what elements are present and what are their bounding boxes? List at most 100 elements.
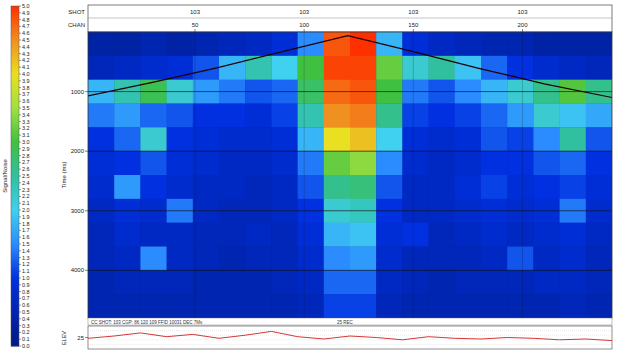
heat-cell	[271, 175, 298, 199]
colorbar-tick-label: 2.5	[22, 173, 30, 179]
heat-cell	[350, 104, 377, 128]
heat-cell	[193, 104, 220, 128]
heat-cell	[560, 294, 587, 318]
heat-cell	[586, 175, 612, 199]
heat-cell	[429, 247, 456, 271]
heat-cell	[560, 56, 587, 80]
heat-cell	[507, 270, 534, 294]
footer-label: 25 REC	[337, 320, 354, 325]
header-divider	[88, 18, 612, 19]
heat-cell	[324, 294, 351, 318]
colorbar-tick-label: 0.1	[22, 336, 30, 342]
heat-cell	[455, 223, 482, 247]
heat-cell	[140, 151, 167, 175]
heat-cell	[507, 175, 534, 199]
heat-cell	[429, 223, 456, 247]
colorbar-tick	[19, 291, 21, 292]
colorbar-tick	[19, 114, 21, 115]
heat-cell	[167, 294, 194, 318]
heat-cell	[402, 270, 429, 294]
colorbar-tick-label: 4.3	[22, 51, 30, 57]
heat-cell	[350, 56, 377, 80]
colorbar-tick	[19, 162, 21, 163]
heat-cell	[481, 104, 508, 128]
colorbar-tick	[19, 339, 21, 340]
colorbar-tick	[19, 108, 21, 109]
heat-cell	[167, 104, 194, 128]
colorbar-tick	[19, 312, 21, 313]
colorbar-tick	[19, 318, 21, 319]
heat-cell	[481, 151, 508, 175]
heat-cell	[193, 270, 220, 294]
heat-cell	[193, 294, 220, 318]
elev-frame	[88, 326, 612, 349]
colorbar-tick-label: 2.7	[22, 159, 30, 165]
heat-cell	[376, 247, 403, 271]
heat-cell	[140, 127, 167, 151]
heat-cell	[271, 127, 298, 151]
colorbar-tick	[19, 237, 21, 238]
colorbar-tick-label: 3.1	[22, 132, 30, 138]
heat-cell	[193, 127, 220, 151]
heat-cell	[245, 151, 272, 175]
colorbar-tick-label: 4.7	[22, 23, 30, 29]
colorbar-tick-label: 0.7	[22, 295, 30, 301]
heat-cell	[271, 247, 298, 271]
y-tick	[85, 151, 88, 152]
colorbar-tick-label: 0.0	[22, 343, 30, 349]
colorbar-tick	[19, 46, 21, 47]
heat-cell	[586, 127, 612, 151]
heat-cell	[114, 127, 141, 151]
heat-cell	[167, 151, 194, 175]
heat-cell	[429, 104, 456, 128]
heat-cell	[114, 56, 141, 80]
grid-line	[304, 32, 305, 318]
colorbar-tick	[19, 176, 21, 177]
colorbar-tick-label: 3.9	[22, 78, 30, 84]
heat-cell	[140, 270, 167, 294]
colorbar-tick	[19, 128, 21, 129]
heat-cell	[167, 175, 194, 199]
shot-label: 103	[190, 9, 201, 15]
heat-cell	[455, 127, 482, 151]
heat-cell	[167, 223, 194, 247]
heat-cell	[533, 270, 560, 294]
heat-cell	[533, 32, 560, 56]
heat-cell	[507, 247, 534, 271]
heat-cell	[324, 151, 351, 175]
heat-cell	[402, 223, 429, 247]
colorbar-tick	[19, 40, 21, 41]
colorbar-tick-label: 1.8	[22, 221, 30, 227]
heat-cell	[88, 56, 115, 80]
heat-cell	[429, 127, 456, 151]
heat-cell	[271, 56, 298, 80]
info-band	[88, 318, 612, 325]
heat-cell	[533, 56, 560, 80]
heat-cell	[219, 32, 246, 56]
colorbar-tick-label: 1.3	[22, 255, 30, 261]
heat-cell	[402, 151, 429, 175]
heat-cell	[350, 223, 377, 247]
heat-cell	[140, 294, 167, 318]
heat-cell	[298, 247, 325, 271]
colorbar-tick-label: 5.0	[22, 3, 30, 9]
heat-cell	[507, 104, 534, 128]
heat-cell	[402, 294, 429, 318]
colorbar-tick-label: 3.6	[22, 98, 30, 104]
heat-cell	[193, 247, 220, 271]
heat-cell	[376, 270, 403, 294]
heat-cell	[586, 56, 612, 80]
grid-line	[88, 210, 612, 211]
heat-cell	[219, 127, 246, 151]
heat-cell	[376, 56, 403, 80]
colorbar-tick-label: 3.3	[22, 119, 30, 125]
colorbar-tick	[19, 210, 21, 211]
colorbar-tick-label: 1.9	[22, 214, 30, 220]
colorbar-tick-label: 0.2	[22, 329, 30, 335]
colorbar-tick	[19, 346, 21, 347]
chart: 0.00.10.20.30.40.50.60.70.80.91.01.11.21…	[0, 0, 618, 351]
colorbar-tick-label: 1.2	[22, 261, 30, 267]
colorbar-tick	[19, 101, 21, 102]
x-tick	[304, 29, 305, 32]
colorbar-tick-label: 0.5	[22, 309, 30, 315]
